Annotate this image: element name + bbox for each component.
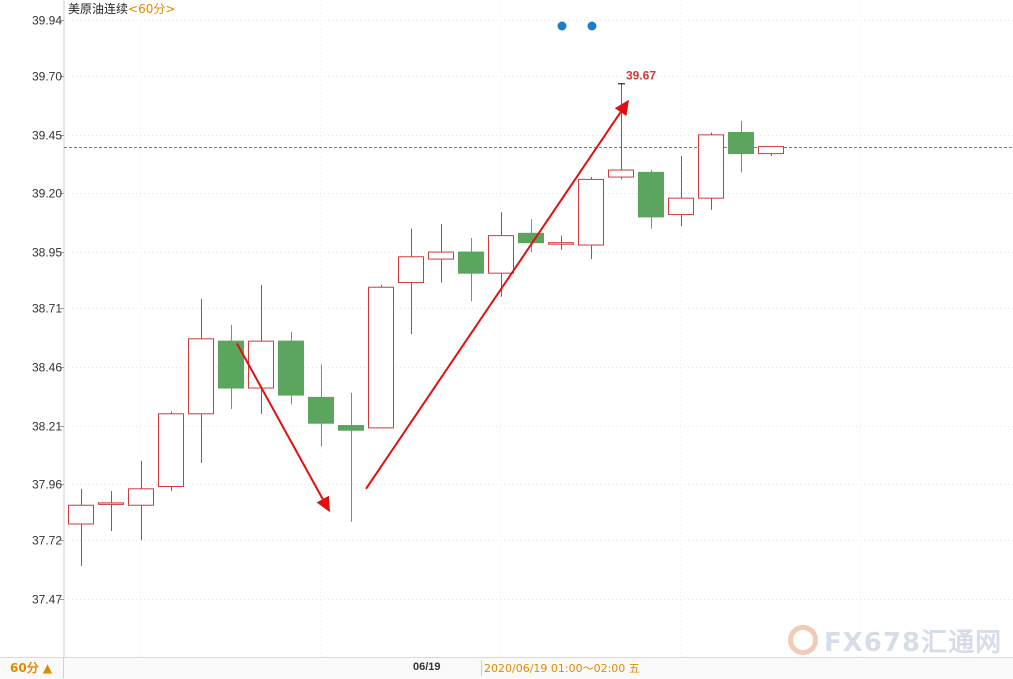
candle-body (458, 251, 484, 274)
y-tick-label: 39.20 (32, 187, 62, 201)
candle-body (278, 340, 304, 396)
candle-body (368, 286, 394, 429)
trend-arrow-up-shaft (365, 111, 622, 490)
trend-arrow-down-shaft (236, 343, 324, 500)
candle-body (68, 504, 94, 525)
candle-body (338, 425, 364, 431)
candle-body (668, 197, 694, 216)
trend-arrow-down-head (316, 495, 330, 513)
candle-body (428, 251, 454, 260)
marker-dot (557, 21, 567, 31)
date-axis-label: 06/19 (413, 661, 441, 673)
y-tick-label: 37.96 (32, 478, 62, 492)
y-tick-label: 39.45 (32, 129, 62, 143)
candle-body (398, 256, 424, 284)
watermark: FX678汇通网 (788, 622, 1002, 658)
candle-body (98, 502, 124, 505)
candle-body (728, 132, 754, 155)
y-tick-label: 38.46 (32, 361, 62, 375)
candle-body (158, 413, 184, 487)
bottom-bar: 60分 ▲ 06/19 2020/06/19 01:00～02:00 五 (0, 657, 1013, 679)
candle-body (758, 146, 784, 155)
candle-body (698, 134, 724, 199)
y-tick-label: 39.94 (32, 14, 62, 28)
marker-dot (587, 21, 597, 31)
y-tick-label: 38.21 (32, 420, 62, 434)
candle-body (218, 340, 244, 389)
candle-body (188, 338, 214, 415)
candle-body (548, 242, 574, 245)
candle-body (488, 235, 514, 274)
high-price-label: 39.67 (626, 68, 656, 82)
chart-title: 美原油连续<60分> (68, 0, 175, 17)
candle-body (608, 169, 634, 178)
y-tick-label: 38.95 (32, 246, 62, 260)
cursor-time-range: 2020/06/19 01:00～02:00 五 (481, 660, 640, 676)
y-tick-label: 37.47 (32, 593, 62, 607)
y-tick-label: 37.72 (32, 534, 62, 548)
candle-body (128, 488, 154, 506)
candle-body (308, 396, 334, 424)
y-tick-label: 38.71 (32, 302, 62, 316)
candlestick-chart: 39.94 39.70 39.45 39.20 38.95 38.71 38.46 38.21… (32, 0, 1013, 657)
candle-body (578, 178, 604, 246)
y-tick-label: 39.70 (32, 70, 62, 84)
candle-body (518, 232, 544, 244)
candle-body (248, 340, 274, 389)
instrument-name: 美原油连续 (68, 2, 129, 16)
watermark-text: FX678汇通网 (824, 627, 1003, 658)
period-selector-button[interactable]: 60分 ▲ (0, 658, 64, 678)
trend-arrow-up-head (614, 99, 629, 117)
candle-body (638, 171, 664, 218)
watermark-logo-icon (788, 625, 818, 655)
period-label: <60分> (128, 2, 176, 16)
